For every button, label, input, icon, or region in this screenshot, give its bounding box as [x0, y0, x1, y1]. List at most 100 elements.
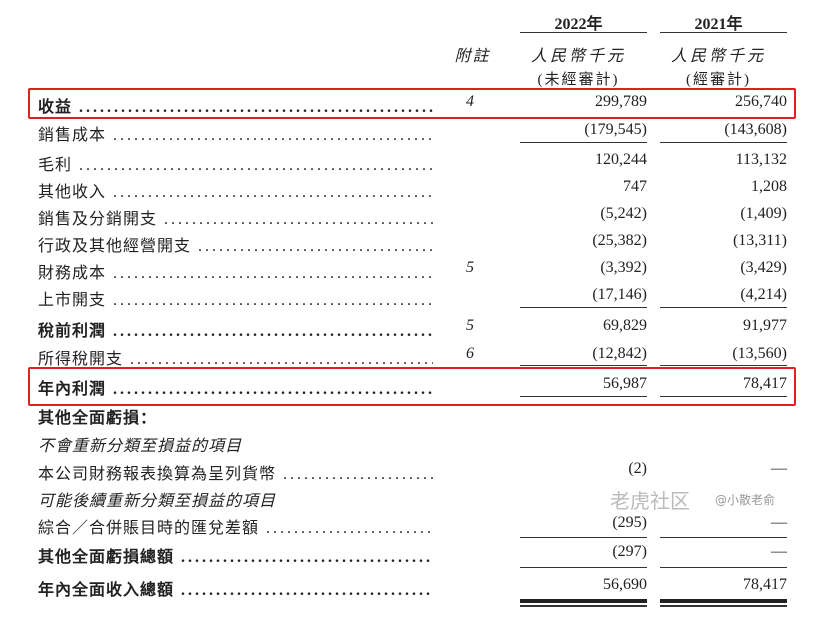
row-value-2022: 120,244	[595, 151, 647, 168]
row-label-text: 其他全面虧損：	[38, 410, 158, 427]
leader-dots: ........................................…	[113, 323, 433, 340]
subtotal-rule	[520, 365, 647, 366]
subtotal-rule	[520, 142, 647, 143]
row-label-text: 本公司財務報表換算為呈列貨幣	[38, 466, 277, 483]
subtotal-rule	[660, 396, 787, 397]
row-value-2021: 91,977	[743, 317, 787, 334]
row-label: 不會重新分類至損益的項目	[38, 432, 433, 456]
row-label: 收益 .....................................…	[38, 93, 433, 117]
row-label-text: 銷售及分銷開支	[38, 211, 158, 228]
row-value-2021: 256,740	[735, 93, 787, 110]
row-label: 年內利潤 ...................................…	[38, 375, 433, 399]
leader-dots: ........................................…	[198, 238, 433, 255]
row-label-text: 行政及其他經營開支	[38, 238, 192, 255]
leader-dots: ........................................…	[266, 520, 433, 537]
header-2021: 2021年	[694, 16, 743, 33]
row-label: 其他全面虧損：	[38, 404, 433, 428]
leader-dots: ........................................…	[113, 127, 433, 144]
row-value-2022: 56,690	[603, 576, 647, 593]
leader-dots: ........................................…	[130, 351, 433, 368]
row-label: 可能後續重新分類至損益的項目	[38, 487, 433, 511]
row-value-2022: (5,242)	[600, 205, 647, 222]
row-label-text: 綜合／合併賬目時的匯兌差額	[38, 520, 260, 537]
row-label: 其他收入 ...................................…	[38, 178, 433, 202]
row-label: 銷售及分銷開支 ................................…	[38, 205, 433, 229]
highlight-box-profit	[28, 367, 796, 406]
leader-dots: ........................................…	[283, 466, 433, 483]
row-note: 6	[466, 345, 474, 362]
audit-2022: (未經審計)	[537, 72, 620, 88]
row-label: 所得稅開支 ..................................…	[38, 345, 433, 369]
total-double-rule	[660, 605, 787, 607]
subtotal-rule	[660, 307, 787, 308]
total-double-rule	[660, 599, 787, 603]
row-label-text: 其他全面虧損總額	[38, 549, 175, 566]
row-label: 財務成本 ...................................…	[38, 259, 433, 283]
row-value-2021: 1,208	[751, 178, 787, 195]
leader-dots: ........................................…	[164, 211, 433, 228]
row-note: 5	[466, 259, 474, 276]
subtotal-rule	[520, 307, 647, 308]
row-value-2022: (3,392)	[600, 259, 647, 276]
row-value-2022: (17,146)	[592, 286, 647, 303]
leader-dots: ........................................…	[113, 184, 433, 201]
row-label-text: 稅前利潤	[38, 323, 107, 340]
row-value-2021: (3,429)	[740, 259, 787, 276]
watermark: 老虎社区	[610, 489, 690, 513]
row-note: 5	[466, 317, 474, 334]
row-value-2022: (25,382)	[592, 232, 647, 249]
row-label-text: 年內利潤	[38, 381, 107, 398]
row-label-text: 毛利	[38, 157, 73, 174]
row-value-2021: 113,132	[735, 151, 787, 168]
audit-2021: (經審計)	[686, 72, 751, 88]
leader-dots: ........................................…	[181, 549, 433, 566]
leader-dots: ........................................…	[79, 99, 433, 116]
leader-dots: ........................................…	[79, 157, 433, 174]
subtotal-rule	[660, 365, 787, 366]
row-label-text: 其他收入	[38, 184, 107, 201]
row-label-text: 不會重新分類至損益的項目	[38, 438, 243, 455]
row-label-text: 年內全面收入總額	[38, 582, 175, 599]
watermark-handle: @小散老俞	[715, 493, 776, 507]
row-label: 綜合／合併賬目時的匯兌差額 ..........................…	[38, 514, 433, 538]
header-rule	[660, 32, 787, 33]
row-label-text: 收益	[38, 99, 73, 116]
leader-dots: ........................................…	[181, 582, 433, 599]
row-value-2021: (143,608)	[724, 121, 787, 138]
note-header: 附註	[454, 48, 491, 65]
row-label-text: 所得稅開支	[38, 351, 124, 368]
subtotal-rule	[660, 567, 787, 568]
row-label-text: 銷售成本	[38, 127, 107, 144]
header-2022: 2022年	[554, 16, 603, 33]
row-label: 行政及其他經營開支 ..............................…	[38, 232, 433, 256]
row-value-2022: 299,789	[595, 93, 647, 110]
row-value-2022: (295)	[612, 514, 647, 531]
currency-2021: 人民幣千元	[670, 48, 766, 65]
row-value-2022: 56,987	[603, 375, 647, 392]
row-value-2021: 78,417	[743, 576, 787, 593]
row-label-text: 財務成本	[38, 265, 107, 282]
leader-dots: ........................................…	[113, 381, 433, 398]
header-rule	[520, 32, 647, 33]
row-value-2022: (297)	[612, 543, 647, 560]
row-value-2021: (1,409)	[740, 205, 787, 222]
row-label-text: 可能後續重新分類至損益的項目	[38, 493, 277, 510]
row-label: 毛利 .....................................…	[38, 151, 433, 175]
row-value-2021: 78,417	[743, 375, 787, 392]
row-value-2021: (13,560)	[732, 345, 787, 362]
row-label: 稅前利潤 ...................................…	[38, 317, 433, 341]
subtotal-rule	[660, 142, 787, 143]
leader-dots: ........................................…	[113, 265, 433, 282]
subtotal-rule	[520, 537, 647, 538]
row-value-2021: —	[771, 514, 787, 531]
row-label: 其他全面虧損總額 ...............................…	[38, 543, 433, 567]
row-value-2022: 69,829	[603, 317, 647, 334]
row-value-2022: 747	[623, 178, 647, 195]
row-value-2021: (13,311)	[732, 232, 787, 249]
total-double-rule	[520, 605, 647, 607]
leader-dots: ........................................…	[113, 292, 433, 309]
currency-2022: 人民幣千元	[530, 48, 626, 65]
row-value-2022: (2)	[628, 460, 647, 477]
row-value-2021: —	[771, 460, 787, 477]
